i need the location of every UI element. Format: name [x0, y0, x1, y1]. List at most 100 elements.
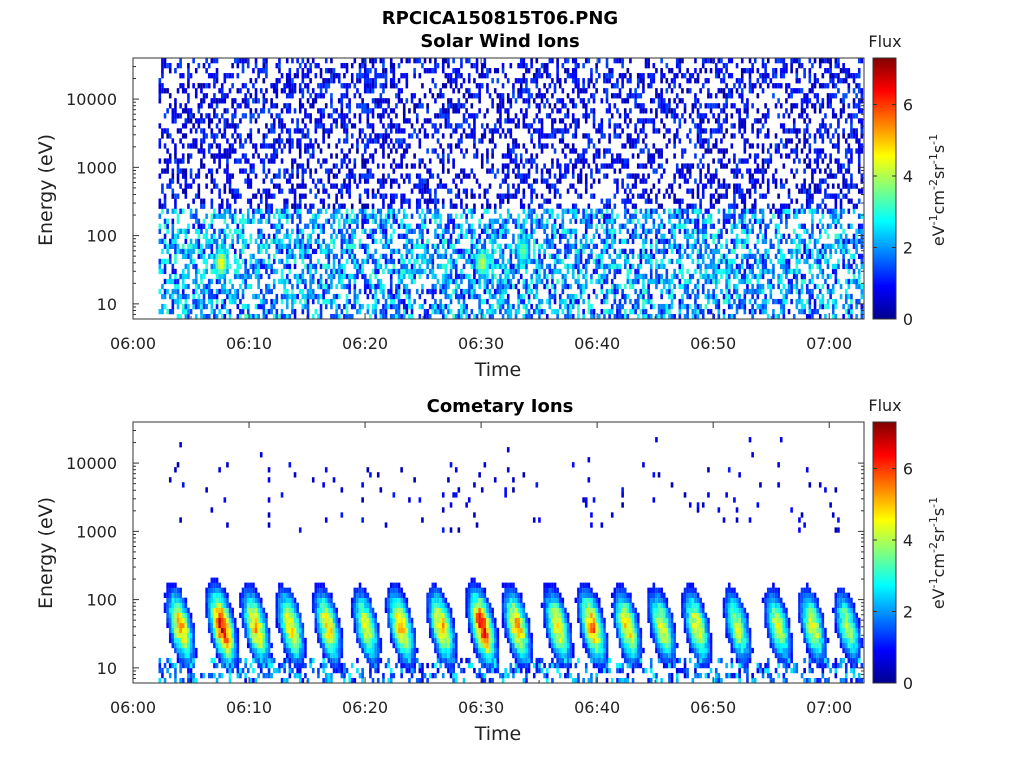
- heat-cell: [241, 258, 245, 265]
- heat-cell: [210, 103, 214, 109]
- heat-cell: [571, 313, 575, 320]
- heat-cell: [527, 168, 531, 174]
- heat-cell: [283, 203, 286, 209]
- heat-cell: [574, 78, 578, 84]
- heat-cell: [447, 213, 450, 219]
- heat-cell: [688, 88, 692, 94]
- heat-cell: [296, 168, 299, 174]
- heat-cell: [652, 128, 656, 134]
- heat-cell: [634, 183, 637, 189]
- heat-cell: [361, 243, 364, 250]
- heat-cell: [525, 213, 528, 219]
- heat-cell: [332, 68, 336, 74]
- heat-cell: [465, 203, 468, 209]
- heat-cell: [538, 133, 541, 139]
- heat-cell: [350, 143, 354, 149]
- heat-cell: [415, 243, 419, 250]
- heat-cell: [525, 88, 528, 94]
- heat-cell: [473, 258, 476, 265]
- heat-cell: [519, 93, 523, 99]
- heat-cell: [423, 248, 427, 255]
- heat-cell: [553, 193, 557, 199]
- heat-cell: [605, 93, 609, 99]
- heat-cell: [389, 273, 393, 280]
- heat-cell: [395, 308, 398, 315]
- heat-cell: [246, 213, 250, 219]
- heat-cell: [285, 218, 289, 224]
- heat-cell: [631, 283, 635, 290]
- heat-cell: [327, 113, 331, 119]
- heat-cell: [413, 278, 416, 285]
- heat-cell: [592, 83, 596, 89]
- heat-cell: [410, 243, 414, 250]
- heat-cell: [535, 263, 539, 270]
- heat-cell: [356, 258, 359, 265]
- heat-cell: [319, 293, 323, 300]
- heat-cell: [491, 133, 494, 139]
- heat-cell: [296, 238, 299, 245]
- heat-cell: [652, 168, 656, 174]
- panel-solar-wind: Solar Wind Ions 06:00 06:10 06:20 06:30 06:4…: [35, 31, 948, 381]
- heat-cell: [595, 88, 598, 94]
- heat-cell: [288, 248, 292, 255]
- heat-cell: [631, 278, 635, 285]
- heat-cell: [618, 58, 622, 64]
- heat-cell: [384, 238, 388, 245]
- heat-cell: [683, 223, 687, 229]
- heat-cell: [306, 143, 310, 149]
- heat-cell: [449, 83, 453, 89]
- heat-cell: [291, 118, 294, 124]
- heat-cell: [392, 68, 396, 74]
- heat-cell: [444, 273, 448, 280]
- heat-cell: [246, 98, 250, 104]
- heat-cell: [473, 173, 476, 179]
- heat-cell: [636, 253, 640, 260]
- heat-cell: [166, 218, 169, 224]
- heat-cell: [223, 233, 227, 239]
- heat-cell: [587, 143, 591, 149]
- heat-cell: [314, 218, 318, 224]
- heat-cell: [262, 138, 266, 144]
- heat-cell: [673, 313, 676, 320]
- heat-cell: [226, 73, 229, 79]
- heat-cell: [322, 138, 325, 144]
- heat-cell: [402, 263, 406, 270]
- heat-cell: [233, 188, 237, 194]
- heat-cell: [501, 263, 505, 270]
- heat-cell: [548, 103, 552, 109]
- heat-cell: [696, 258, 700, 265]
- heat-cell: [660, 248, 663, 255]
- heat-cell: [493, 68, 497, 74]
- heat-cell: [538, 308, 541, 315]
- heat-cell: [337, 268, 341, 275]
- heat-cell: [452, 278, 455, 285]
- heat-cell: [675, 133, 679, 139]
- heat-cell: [564, 283, 567, 290]
- heat-cell: [517, 253, 520, 260]
- heat-cell: [389, 293, 393, 300]
- heat-cell: [522, 238, 526, 245]
- heat-cell: [402, 193, 406, 199]
- heat-cell: [215, 113, 219, 119]
- heat-cell: [496, 193, 500, 199]
- heat-cell: [171, 303, 175, 310]
- heat-cell: [483, 268, 487, 275]
- heat-cell: [623, 283, 627, 290]
- heat-cell: [605, 298, 609, 305]
- heat-cell: [335, 183, 338, 189]
- heat-cell: [631, 183, 635, 189]
- heat-cell: [540, 223, 544, 229]
- heat-cell: [436, 63, 440, 69]
- heat-cell: [306, 128, 310, 134]
- heat-cell: [530, 288, 533, 295]
- heat-cell: [337, 188, 341, 194]
- heat-cell: [376, 188, 380, 194]
- heat-cell: [636, 303, 640, 310]
- heat-cell: [275, 103, 279, 109]
- heat-cell: [428, 208, 432, 214]
- heat-cell: [522, 113, 526, 119]
- heat-cell: [410, 253, 414, 260]
- heat-cell: [231, 133, 234, 139]
- heat-cell: [480, 133, 484, 139]
- heat-cell: [426, 263, 429, 270]
